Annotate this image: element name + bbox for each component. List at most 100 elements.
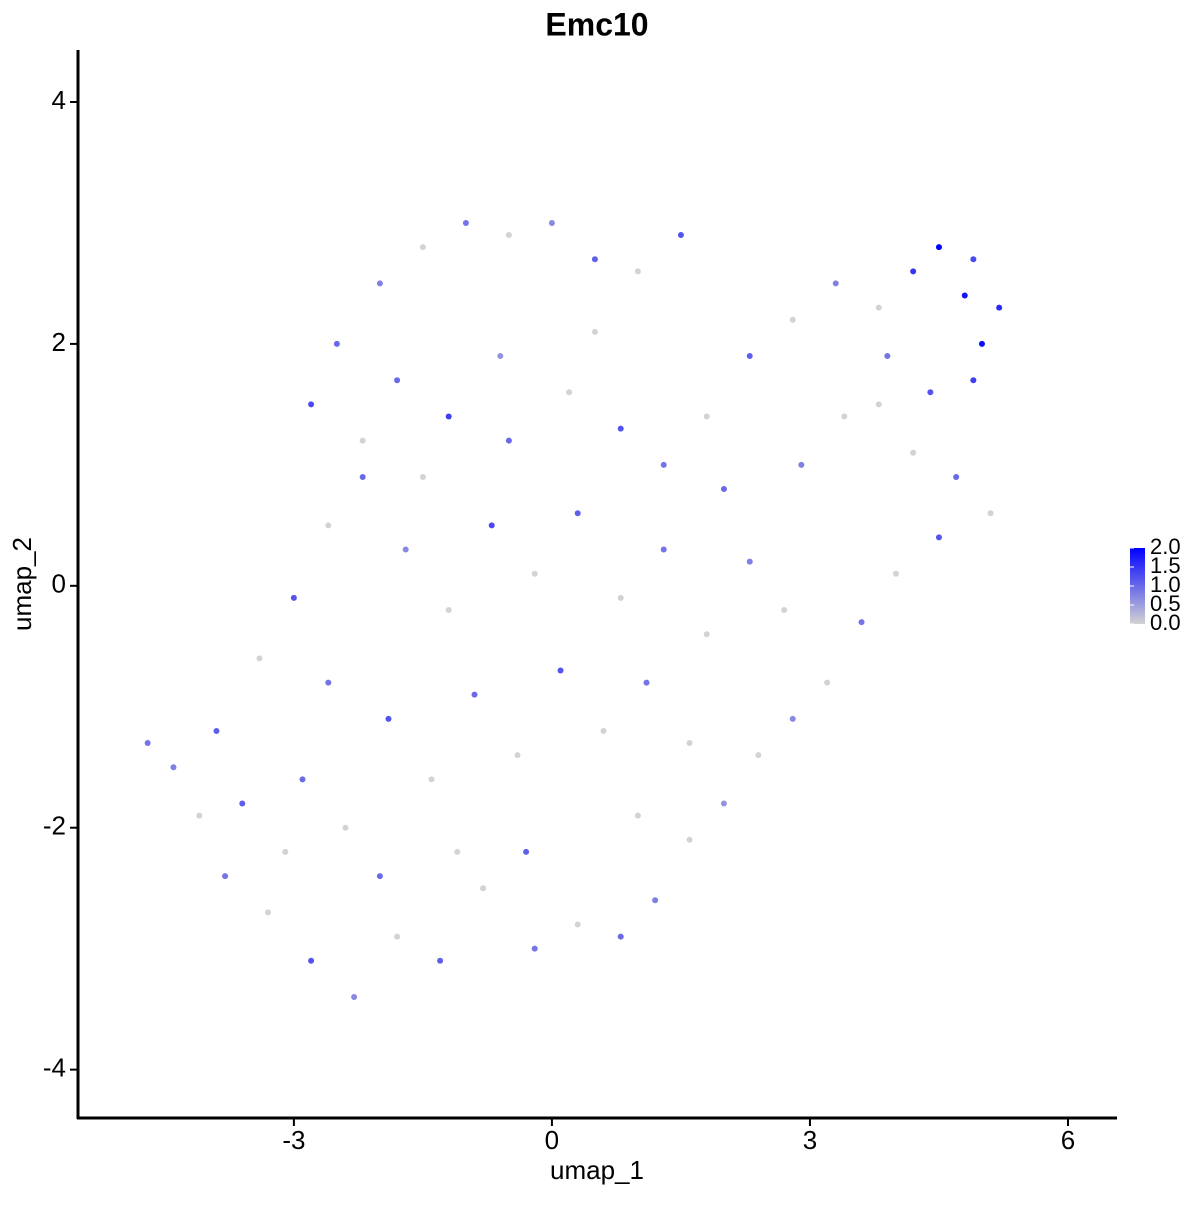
point [798, 461, 805, 468]
point [213, 727, 220, 734]
point [428, 776, 435, 783]
point [703, 631, 710, 638]
point [910, 268, 917, 275]
point [686, 740, 693, 747]
point [308, 401, 315, 408]
point [445, 413, 452, 420]
point [471, 691, 478, 698]
y-axis-label: umap_2 [7, 537, 37, 631]
point [832, 280, 839, 287]
point [634, 268, 641, 275]
point [325, 679, 332, 686]
point [394, 377, 401, 384]
point [170, 764, 177, 771]
point [523, 848, 530, 855]
point [617, 425, 624, 432]
x-tick-label: 6 [1061, 1125, 1075, 1155]
point [746, 353, 753, 360]
point [746, 558, 753, 565]
point [256, 655, 263, 662]
point [462, 219, 469, 226]
point [531, 570, 538, 577]
point [239, 800, 246, 807]
x-tick-label: -3 [282, 1125, 305, 1155]
point [299, 776, 306, 783]
point [686, 836, 693, 843]
colorbar-tick-label: 1.5 [1150, 553, 1181, 578]
y-tick-label: -4 [43, 1052, 66, 1082]
point [970, 256, 977, 263]
colorbar-tick-label: 2.0 [1150, 534, 1181, 559]
point [720, 486, 727, 493]
point [144, 740, 151, 747]
point [720, 800, 727, 807]
point [566, 389, 573, 396]
point [996, 304, 1003, 311]
colorbar-tick-label: 0.5 [1150, 591, 1181, 616]
point [970, 377, 977, 384]
point [781, 607, 788, 614]
point [505, 232, 512, 239]
point [376, 873, 383, 880]
point [351, 994, 358, 1001]
point [445, 607, 452, 614]
point [222, 873, 229, 880]
colorbar-tick-label: 1.0 [1150, 572, 1181, 597]
point [290, 594, 297, 601]
x-axis-label: umap_1 [550, 1155, 644, 1185]
point [574, 510, 581, 517]
point [514, 752, 521, 759]
point [789, 316, 796, 323]
point [196, 812, 203, 819]
point [978, 340, 985, 347]
point [488, 522, 495, 529]
point [342, 824, 349, 831]
point [660, 461, 667, 468]
point [910, 449, 917, 456]
point [557, 667, 564, 674]
point [419, 244, 426, 251]
point [548, 219, 555, 226]
point [789, 715, 796, 722]
point [927, 389, 934, 396]
point [333, 340, 340, 347]
point [574, 921, 581, 928]
point [703, 413, 710, 420]
point [652, 897, 659, 904]
point [385, 715, 392, 722]
point [265, 909, 272, 916]
point [892, 570, 899, 577]
point [875, 401, 882, 408]
point [643, 679, 650, 686]
point [677, 232, 684, 239]
point [935, 244, 942, 251]
point [935, 534, 942, 541]
point [454, 848, 461, 855]
point [841, 413, 848, 420]
y-tick-label: 0 [52, 569, 66, 599]
point [858, 619, 865, 626]
y-tick-label: 2 [52, 327, 66, 357]
point [325, 522, 332, 529]
y-tick-label: 4 [52, 85, 66, 115]
point [402, 546, 409, 553]
x-tick-label: 0 [545, 1125, 559, 1155]
point [824, 679, 831, 686]
point [600, 727, 607, 734]
point [437, 957, 444, 964]
point [505, 437, 512, 444]
point [531, 945, 538, 952]
point [953, 473, 960, 480]
x-tick-label: 3 [803, 1125, 817, 1155]
point [591, 328, 598, 335]
point [359, 473, 366, 480]
point [617, 594, 624, 601]
point [480, 885, 487, 892]
point [987, 510, 994, 517]
point [617, 933, 624, 940]
point [394, 933, 401, 940]
point [660, 546, 667, 553]
point [308, 957, 315, 964]
point [419, 473, 426, 480]
